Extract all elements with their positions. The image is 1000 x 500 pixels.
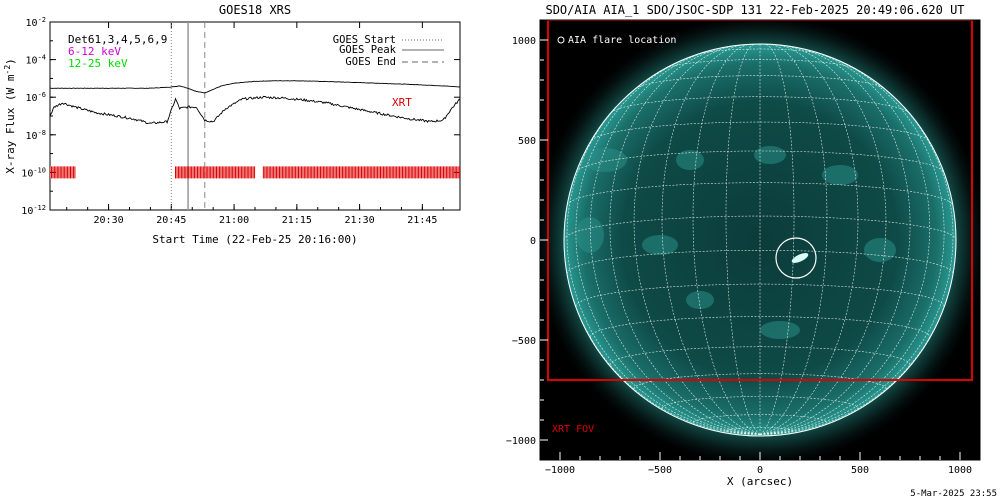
goes-x-tick-label: 20:45 [156,215,186,226]
detector-label: Det61,3,4,5,6,9 [68,33,167,46]
longitude-line [759,46,911,435]
latitude-line [635,75,885,89]
legend-goes-start-label: GOES Start [333,34,396,46]
goes-y-axis-label-main: X-ray Flux (W m [4,74,17,174]
aia-panel: SDO/AIA AIA_1 SDO/JSOC-SDP 131 22-Feb-20… [506,3,981,488]
longitude-line [661,44,761,435]
goes-x-axis: 20:30 20:45 21:00 21:15 21:30 21:45 [66,22,444,226]
goes-panel: GOES18 XRS 10-12 10-10 10-8 10-6 10-4 10-2 20… [3,3,461,246]
legend-goes-peak-label: GOES Peak [339,44,397,56]
xrt-exposure-group [262,166,460,179]
goes-y-tick-label: 10-4 [26,54,46,67]
longitude-line [759,45,887,435]
latitude-line [697,48,823,55]
goes-y-tick-label: 10-12 [21,204,46,217]
goes-y-tick-label: 10-6 [26,91,46,104]
aia-x-tick-label: 500 [851,465,869,476]
timestamp: 5-Mar-2025 23:55 [910,489,997,499]
flare-legend-marker [557,36,565,44]
solar-limb [563,43,957,437]
legend-goes-end-label: GOES End [345,56,396,68]
aia-title: SDO/AIA AIA_1 SDO/JSOC-SDP 131 22-Feb-20… [545,3,964,17]
active-region-patches [576,146,896,339]
xrt-label: XRT [392,96,412,109]
goes-event-lines [170,22,206,210]
latitude-line [566,182,954,206]
latitude-line [590,121,930,141]
band-high-label: 12-25 keV [68,57,128,70]
aia-x-axis: −1000 −500 0 500 1000 [545,452,972,476]
aia-y-tick-label: 1000 [512,36,536,47]
longitude-line [566,79,761,435]
aia-y-tick-label: −500 [512,336,536,347]
xrt-exposure-group [50,166,76,179]
xrt-fov-box [547,20,973,381]
goes-series [50,80,460,125]
goes-x-tick-label: 21:30 [345,215,375,226]
flare-kernel [791,253,809,263]
goes-y-tick-label: 10-8 [26,129,46,142]
longitude-line [589,48,761,435]
goes-y-tick-label: 10-10 [21,166,46,179]
goes-y-tick-label: 10-2 [26,16,46,29]
longitude-line [609,46,761,435]
goes-series-lower [50,95,460,125]
aia-y-tick-label: 0 [530,236,536,247]
aia-y-tick-label: −1000 [506,436,536,447]
goes-y-axis: 10-12 10-10 10-8 10-6 10-4 10-2 [21,16,460,217]
aia-x-axis-label: X (arcsec) [727,475,793,488]
longitude-line [759,79,954,435]
aia-x-tick-label: −1000 [545,465,575,476]
goes-x-tick-label: 20:30 [94,215,124,226]
longitude-line [759,44,859,435]
goes-x-axis-label: Start Time (22-Feb-25 20:16:00) [152,233,357,246]
aia-y-axis: −1000 −500 0 500 1000 [506,36,548,447]
goes-y-axis-label-close: ) [4,58,17,65]
longitude-line [633,45,761,435]
longitude-line [759,55,945,435]
aia-x-tick-label: 0 [757,465,763,476]
goes-y-axis-label: X-ray Flux (W m-2) [3,58,17,174]
goes-x-tick-label: 21:00 [219,215,249,226]
aia-x-tick-label: −500 [648,465,672,476]
goes-x-tick-label: 21:45 [407,215,437,226]
goes-x-tick-label: 21:15 [282,215,312,226]
goes-y-axis-label-exp: -2 [3,65,12,75]
xrt-fov-label: XRT FOV [552,424,594,435]
flare-location-circle [775,237,817,279]
aia-y-tick-label: 500 [518,136,536,147]
band-low-label: 6-12 keV [68,45,121,58]
aia-x-tick-label: 1000 [948,465,972,476]
xrt-exposure-group [175,166,256,179]
longitude-line [759,48,931,435]
goes-title: GOES18 XRS [219,3,291,17]
goes-series-upper [50,80,460,94]
flare-legend-label: AIA flare location [568,35,676,46]
goes-legend: GOES Start GOES Peak GOES End [333,34,444,68]
longitude-line [575,55,761,435]
latitude-line [566,250,954,274]
latitude-line [609,346,911,366]
longitude-line [759,43,795,435]
xrt-exposure-bars [50,166,460,179]
heliographic-grid [563,43,957,437]
longitude-line [725,43,761,435]
